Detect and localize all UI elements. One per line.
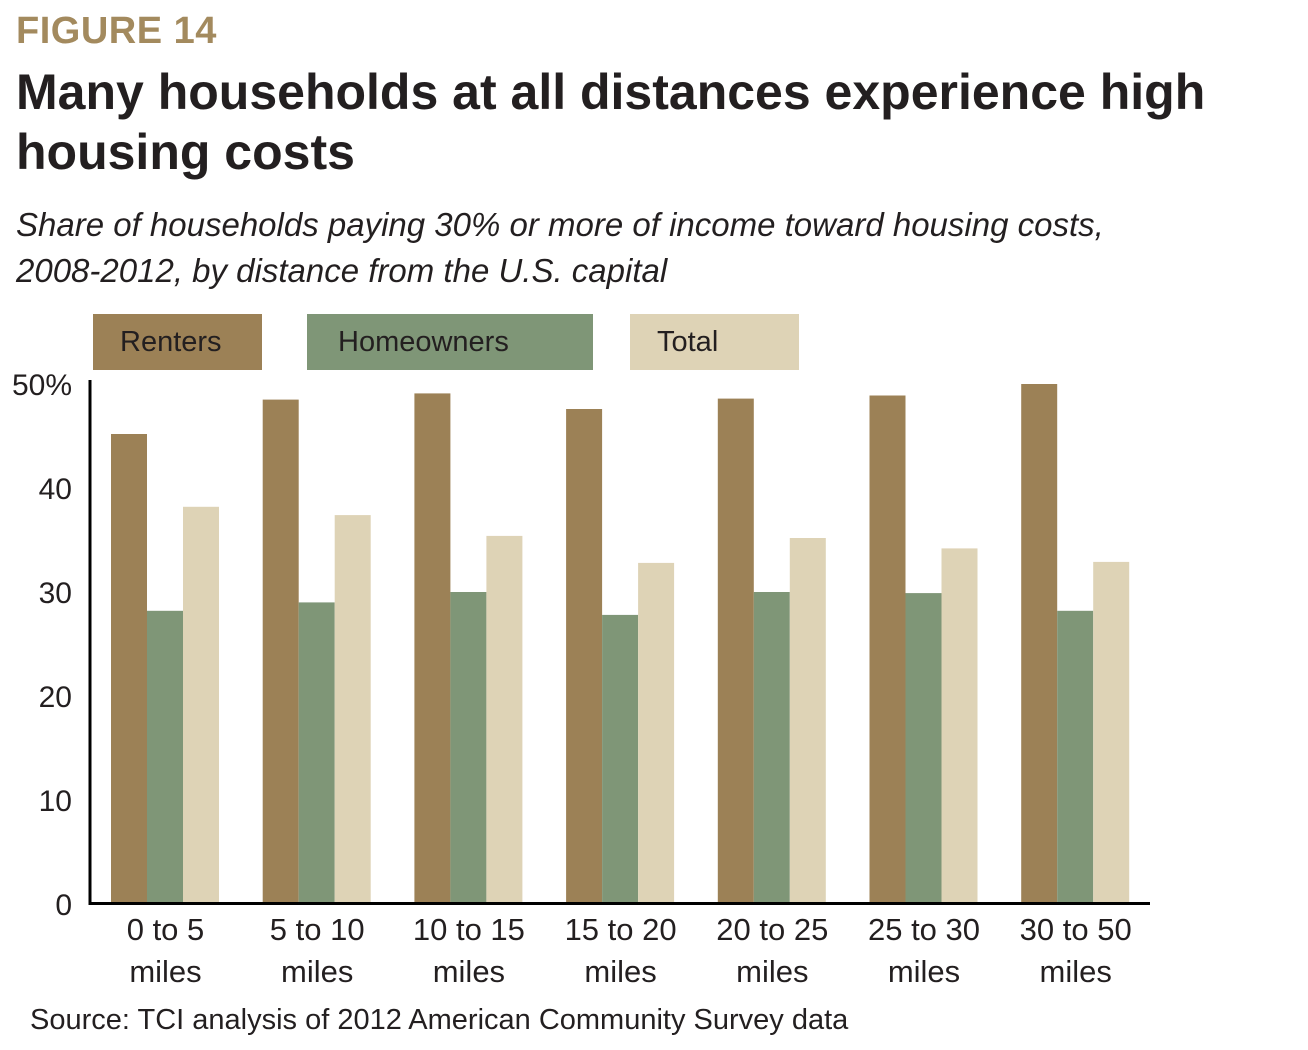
bar-total-4 xyxy=(789,538,826,903)
x-tick-label: 25 to 30 xyxy=(868,912,980,947)
x-tick-label: 10 to 15 xyxy=(413,912,525,947)
x-tick-label: miles xyxy=(281,954,353,989)
x-tick-label: miles xyxy=(736,954,808,989)
bar-total-6 xyxy=(1093,561,1130,903)
y-tick-label: 10 xyxy=(39,785,72,818)
bar-renters-6 xyxy=(1021,384,1058,903)
bar-homeowners-2 xyxy=(450,592,487,903)
bars-group xyxy=(111,384,1130,903)
subtitle-line-1: Share of households paying 30% or more o… xyxy=(16,206,1104,243)
x-tick-label: 30 to 50 xyxy=(1020,912,1132,947)
y-axis-ticks: 0 10 20 30 40 50% xyxy=(12,369,72,922)
x-tick-label: 0 to 5 xyxy=(127,912,205,947)
bar-total-1 xyxy=(334,515,371,903)
bar-renters-4 xyxy=(717,398,754,903)
x-tick-label: miles xyxy=(129,954,201,989)
legend-total: Total xyxy=(630,314,799,370)
chart-title: Many households at all distances experie… xyxy=(16,64,1206,180)
bar-homeowners-6 xyxy=(1057,610,1094,903)
bar-renters-2 xyxy=(414,393,451,903)
bar-homeowners-5 xyxy=(905,593,942,903)
bar-chart: 0 10 20 30 40 50% 0 to 5 miles 5 to 10 miles 10 t… xyxy=(12,369,1150,989)
x-tick-label: 15 to 20 xyxy=(565,912,677,947)
bar-total-5 xyxy=(941,548,978,903)
x-tick-label: miles xyxy=(433,954,505,989)
figure-label: FIGURE 14 xyxy=(16,10,217,52)
bar-renters-0 xyxy=(111,434,147,903)
x-tick-label: miles xyxy=(584,954,656,989)
subtitle-line-2: 2008-2012, by distance from the U.S. cap… xyxy=(16,252,668,289)
legend-label-total: Total xyxy=(657,325,719,358)
y-tick-label: 0 xyxy=(55,889,72,922)
x-axis-labels: 0 to 5 miles 5 to 10 miles 10 to 15 miles 15 t… xyxy=(127,912,1132,989)
bar-renters-3 xyxy=(566,409,603,903)
bar-homeowners-3 xyxy=(602,614,639,903)
y-tick-label: 20 xyxy=(39,681,72,714)
y-tick-label: 40 xyxy=(39,473,72,506)
y-tick-label: 50% xyxy=(12,369,72,402)
bar-renters-1 xyxy=(262,399,299,903)
x-tick-label: miles xyxy=(888,954,960,989)
source-note: Source: TCI analysis of 2012 American Co… xyxy=(30,1004,849,1036)
bar-total-3 xyxy=(638,562,675,903)
x-tick-label: miles xyxy=(1040,954,1112,989)
legend-homeowners: Homeowners xyxy=(307,314,593,370)
bar-homeowners-1 xyxy=(298,602,335,903)
x-tick-label: 5 to 10 xyxy=(270,912,365,947)
legend-renters: Renters xyxy=(93,314,262,370)
legend-label-homeowners: Homeowners xyxy=(338,325,509,358)
bar-homeowners-4 xyxy=(753,592,790,903)
y-tick-label: 30 xyxy=(39,577,72,610)
x-tick-label: 20 to 25 xyxy=(716,912,828,947)
chart-subtitle: Share of households paying 30% or more o… xyxy=(16,202,1296,294)
legend-label-renters: Renters xyxy=(120,325,222,358)
bar-renters-5 xyxy=(869,395,906,903)
bar-total-0 xyxy=(183,506,219,903)
bar-total-2 xyxy=(486,535,523,903)
bar-homeowners-0 xyxy=(147,610,183,903)
